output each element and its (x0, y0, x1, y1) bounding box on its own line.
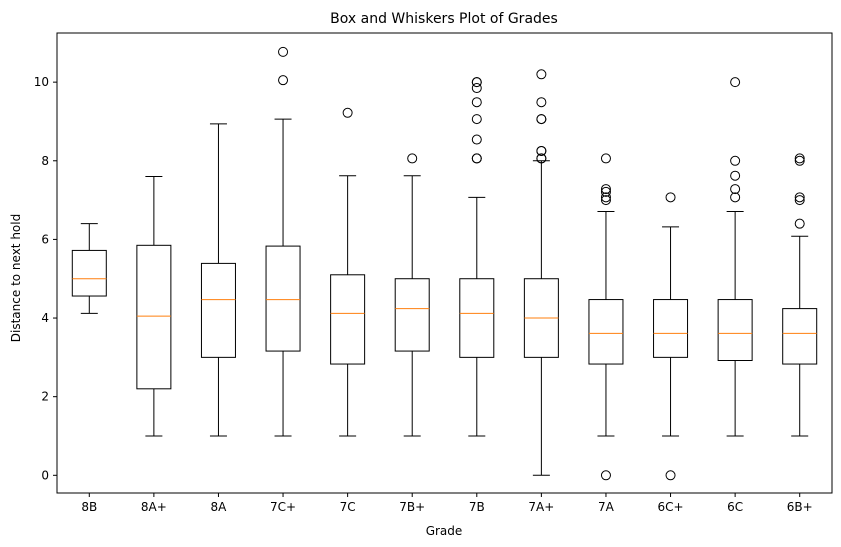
y-tick-label: 0 (41, 468, 49, 482)
outlier-point (342, 107, 353, 118)
outlier-point (536, 114, 547, 125)
x-tick-label: 8A (211, 500, 228, 514)
y-tick-label: 10 (34, 75, 49, 89)
outlier-point (730, 192, 741, 203)
x-axis-label: Grade (426, 524, 463, 538)
x-tick-label: 7A+ (528, 500, 554, 514)
outlier-point (600, 470, 611, 481)
x-tick-label: 7A (598, 500, 615, 514)
outlier-point (730, 155, 741, 166)
outlier-point (665, 470, 676, 481)
plot-area: 0 2 4 6 8 10 8B 8A+ 8A 7C+ 7C 7B+ 7B 7A+ 7A 6C+ 6C 6B+ (34, 46, 818, 514)
y-axis-label: Distance to next hold (9, 214, 23, 342)
outlier-point (600, 192, 611, 203)
outlier-point (730, 184, 741, 195)
x-tick-label: 7C (340, 500, 356, 514)
outlier-point (794, 195, 805, 206)
outlier-point (794, 153, 805, 164)
x-tick-label: 8B (81, 500, 97, 514)
y-tick-label: 4 (41, 311, 49, 325)
box-iqr (459, 278, 495, 358)
outlier-point (536, 153, 547, 164)
outlier-point (471, 97, 482, 108)
x-tick-label: 7B+ (399, 500, 425, 514)
outlier-point (278, 75, 289, 86)
outlier-point (536, 145, 547, 156)
box-iqr (330, 274, 366, 365)
x-tick-label: 8A+ (141, 500, 167, 514)
box-iqr (71, 249, 107, 297)
outlier-point (794, 192, 805, 203)
y-tick-label: 8 (41, 154, 49, 168)
outlier-point (471, 114, 482, 125)
x-tick-label: 7B (469, 500, 485, 514)
box-iqr (394, 278, 430, 352)
plot-frame (56, 32, 833, 494)
chart-title: Box and Whiskers Plot of Grades (330, 11, 558, 27)
outlier-point (407, 153, 418, 164)
box-iqr (717, 299, 753, 362)
outlier-point (278, 46, 289, 57)
outlier-point (471, 153, 482, 164)
outlier-point (794, 155, 805, 166)
outlier-point (471, 83, 482, 94)
box-iqr (200, 262, 236, 358)
outlier-point (665, 192, 676, 203)
y-tick-label: 2 (41, 390, 49, 404)
x-tick-label: 7C+ (270, 500, 296, 514)
outlier-point (471, 134, 482, 145)
outlier-point (536, 69, 547, 80)
box-iqr (653, 299, 689, 358)
outlier-point (536, 97, 547, 108)
outlier-point (730, 170, 741, 181)
box-iqr (782, 308, 818, 365)
outlier-point (730, 77, 741, 88)
outlier-point (794, 218, 805, 229)
outlier-point (471, 77, 482, 88)
outlier-point (600, 184, 611, 195)
x-tick-label: 6C (727, 500, 743, 514)
box-iqr (136, 244, 172, 390)
outlier-point (600, 195, 611, 206)
x-tick-label: 6C+ (658, 500, 684, 514)
outlier-point (600, 153, 611, 164)
y-tick-label: 6 (41, 232, 49, 246)
box-iqr (265, 245, 301, 352)
box-iqr (588, 299, 624, 365)
outlier-point (600, 186, 611, 197)
x-tick-label: 6B+ (787, 500, 813, 514)
